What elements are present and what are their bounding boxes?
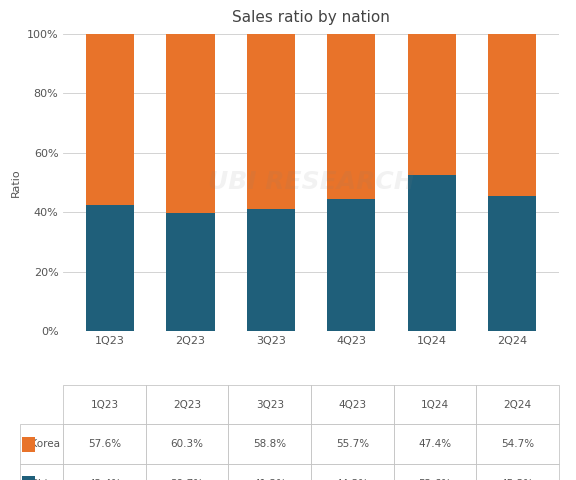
Title: Sales ratio by nation: Sales ratio by nation <box>232 11 390 25</box>
Bar <box>488 196 536 331</box>
Y-axis label: Ratio: Ratio <box>12 168 21 197</box>
Bar <box>408 175 456 331</box>
Bar <box>247 34 295 209</box>
Bar <box>86 34 134 205</box>
Bar <box>327 34 376 199</box>
Bar <box>408 34 456 175</box>
Bar <box>166 34 214 213</box>
Bar <box>247 209 295 331</box>
Bar <box>327 199 376 331</box>
Bar <box>488 34 536 196</box>
Bar <box>166 213 214 331</box>
Bar <box>86 205 134 331</box>
Text: UBI RESEARCH: UBI RESEARCH <box>208 170 414 194</box>
